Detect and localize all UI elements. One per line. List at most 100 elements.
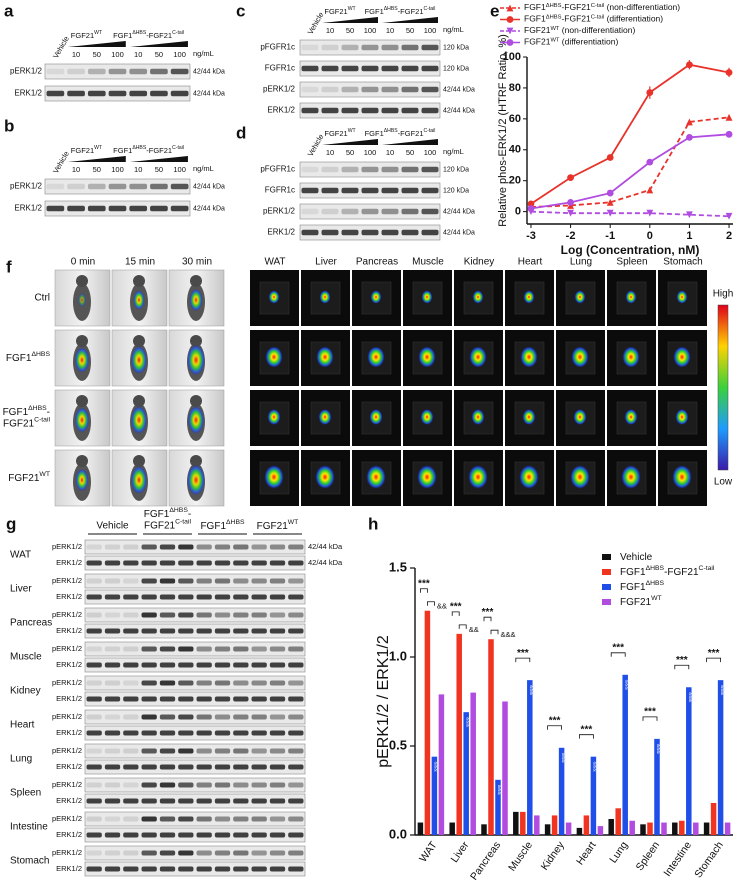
- blot-band: [123, 628, 139, 634]
- blot-band: [196, 696, 212, 702]
- superscript: C-tail: [699, 565, 715, 572]
- blot-band: [288, 832, 304, 838]
- data-point: [646, 158, 654, 166]
- blot-strip: [299, 81, 441, 98]
- blot-band: [178, 594, 194, 600]
- blot-band: [381, 86, 399, 93]
- size-label: 42/44 kDa: [308, 558, 343, 567]
- size-label: 120 kDa: [443, 44, 469, 51]
- row-label: ERK1/2: [267, 106, 295, 115]
- blot-band: [381, 229, 399, 236]
- row-label: pERK1/2: [52, 712, 82, 721]
- blot-band: [288, 748, 304, 754]
- group-label: FGF21WT: [324, 6, 355, 15]
- blot-strip: [84, 539, 306, 555]
- superscript: WT: [94, 145, 102, 151]
- label-part: FGF21: [620, 597, 652, 608]
- blot-band: [87, 90, 106, 97]
- blot-band: [159, 544, 176, 550]
- blot-band: [129, 205, 148, 212]
- blot-band: [421, 86, 439, 93]
- bar: [438, 694, 445, 835]
- blot-band: [178, 850, 194, 856]
- blot-band: [46, 183, 65, 190]
- blot-band: [251, 798, 267, 804]
- blot-band: [233, 578, 249, 584]
- mouse-head: [76, 395, 88, 407]
- legend-label: Vehicle: [620, 552, 653, 563]
- mouse-head: [133, 275, 145, 287]
- superscript: ΔHBS: [226, 519, 245, 526]
- label-part: FGF21: [524, 37, 551, 47]
- tissue-label: WAT: [264, 257, 285, 268]
- blot-band: [104, 578, 121, 584]
- blot-band: [123, 578, 139, 584]
- organ-tray: [361, 401, 392, 435]
- series-line: [530, 133, 730, 210]
- data-point: [567, 209, 574, 217]
- secondary-bracket: [490, 629, 499, 635]
- blot-band: [159, 612, 176, 618]
- y-axis-title: pERK1/2 / ERK1/2: [375, 635, 392, 768]
- row-label: ERK1/2: [56, 660, 82, 669]
- blot-band: [123, 714, 139, 720]
- blot-band: [129, 183, 148, 190]
- blot-band: [251, 696, 267, 702]
- signal: [523, 290, 535, 304]
- data-point: [506, 27, 514, 35]
- significance-label: ***: [418, 578, 430, 589]
- data-point: [725, 130, 733, 138]
- signal: [133, 290, 145, 310]
- blot-band: [178, 612, 194, 618]
- blot-band: [214, 866, 231, 872]
- superscript: ΔHBS: [646, 565, 665, 572]
- significance-bracket: [642, 716, 658, 721]
- label-part: FGF21: [400, 129, 423, 138]
- blot-band: [141, 594, 157, 600]
- size-label: 120 kDa: [443, 187, 469, 194]
- bar: [527, 680, 533, 835]
- significance-bracket: [547, 725, 562, 730]
- blot-band: [196, 866, 212, 872]
- blot-band: [159, 866, 176, 872]
- y-tick-label: 40: [509, 144, 521, 156]
- blot-band: [301, 107, 319, 114]
- blot-band: [129, 68, 148, 75]
- blot-band: [108, 68, 127, 75]
- dose-label: 100: [424, 26, 437, 35]
- row-label: ERK1/2: [56, 728, 82, 737]
- blot-band: [341, 229, 359, 236]
- blot-strip: [84, 573, 306, 589]
- blot-strip: [84, 691, 306, 707]
- row-label: ERK1/2: [14, 204, 42, 213]
- blot-band: [288, 612, 304, 618]
- bar: [534, 815, 540, 835]
- bar: [590, 756, 597, 835]
- blot-band: [251, 680, 267, 686]
- tissue-label: Kidney: [10, 686, 41, 697]
- label-part: FGF21: [324, 129, 347, 138]
- data-point: [606, 189, 614, 197]
- bar: [495, 779, 501, 835]
- group-label: FGF1ΔHBS- FGF21C-tail: [3, 405, 51, 429]
- legend-swatch: [602, 599, 611, 605]
- blot-band: [196, 798, 212, 804]
- blot-band: [46, 68, 65, 75]
- blot-band: [233, 748, 249, 754]
- dose-wedge: [67, 156, 126, 162]
- legend-label: FGF21WT: [620, 595, 662, 608]
- bar: [424, 610, 431, 835]
- bar: [417, 822, 424, 835]
- unit-label: ng/mL: [443, 25, 464, 34]
- blot-band: [159, 662, 176, 668]
- group-label: Ctrl: [34, 293, 50, 304]
- signal: [264, 465, 284, 489]
- blot-band: [196, 662, 212, 668]
- blot-band: [150, 205, 168, 212]
- x-tick-label: -2: [566, 230, 576, 242]
- blot-band: [341, 187, 359, 194]
- blot-strip: [84, 607, 306, 623]
- y-tick-label: 20: [509, 175, 521, 187]
- blot-band: [104, 714, 121, 720]
- blot-band: [123, 560, 139, 566]
